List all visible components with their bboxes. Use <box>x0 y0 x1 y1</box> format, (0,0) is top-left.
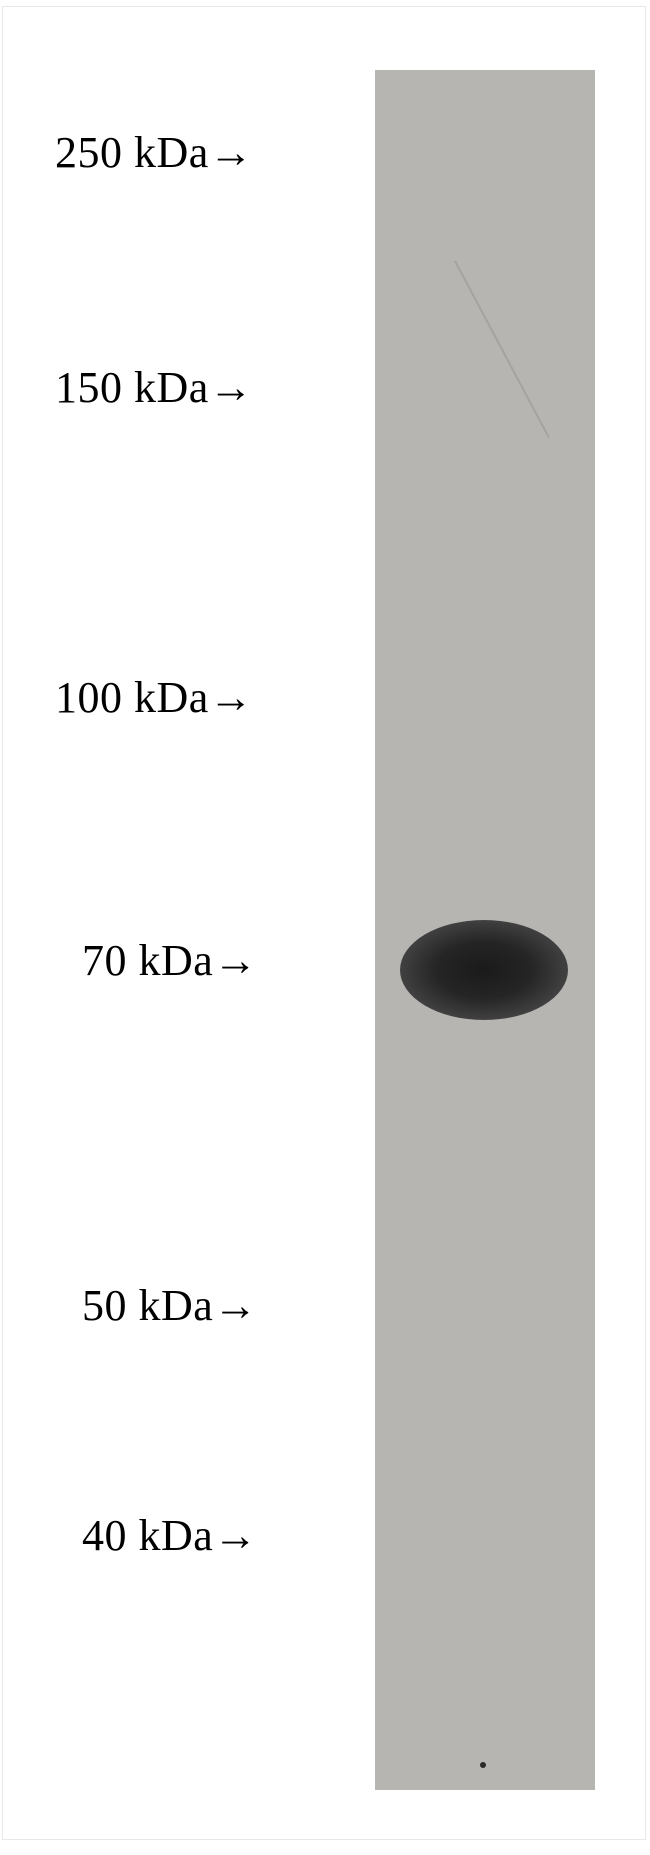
lane-artifact-line <box>454 261 550 439</box>
marker-50kda: 50 kDa→ <box>82 1280 258 1331</box>
marker-150kda: 150 kDa→ <box>55 362 253 413</box>
lane-artifact-spot <box>480 1762 486 1768</box>
protein-band-70kda <box>400 920 568 1020</box>
marker-70kda: 70 kDa→ <box>82 935 258 986</box>
marker-250kda: 250 kDa→ <box>55 127 253 178</box>
western-blot-figure: WWW.PTGLAB.COM 250 kDa→ 150 kDa→ 100 kDa… <box>0 0 650 1855</box>
marker-40kda: 40 kDa→ <box>82 1510 258 1561</box>
marker-100kda: 100 kDa→ <box>55 672 253 723</box>
